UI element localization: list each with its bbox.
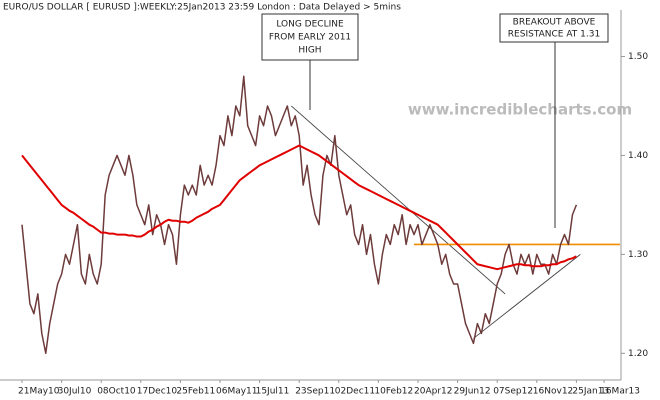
- y-tick-label: 1.40: [628, 151, 648, 161]
- watermark: www.incrediblecharts.com: [408, 101, 632, 119]
- x-tick-label: 06May11: [216, 387, 258, 397]
- x-tick-label: 25Feb11: [176, 387, 215, 397]
- x-tick-label: 10Feb12: [374, 387, 413, 397]
- x-tick-label: 25Jan13: [572, 387, 609, 397]
- annotation-text: FROM EARLY 2011: [269, 33, 351, 43]
- y-tick-label: 1.30: [628, 250, 648, 260]
- annotation-text: BREAKOUT ABOVE: [513, 18, 596, 28]
- x-tick-label: 07Sep12: [493, 387, 533, 397]
- x-tick-label: 15Jul11: [256, 387, 290, 397]
- annotation-text: LONG DECLINE: [276, 20, 344, 30]
- x-tick-label: 08Oct10: [97, 387, 136, 397]
- x-tick-label: 30Jul10: [58, 387, 92, 397]
- x-tick-label: 16Mar13: [600, 387, 640, 397]
- x-tick-label: 17Dec10: [137, 387, 178, 397]
- trendline: [290, 105, 506, 295]
- annotation-text: RESISTANCE AT 1.31: [508, 30, 600, 40]
- x-tick-label: 21May10: [18, 387, 60, 397]
- x-tick-label: 29Jun12: [454, 387, 491, 397]
- annotation-box: [499, 13, 609, 43]
- x-tick-label: 23Sep11: [295, 387, 335, 397]
- price-line: [21, 75, 578, 355]
- x-tick-label: 20Apr12: [414, 387, 452, 397]
- x-tick-label: 02Dec11: [335, 387, 375, 397]
- y-tick-label: 1.50: [628, 52, 648, 62]
- annotation-box: [261, 13, 359, 61]
- annotation-text: HIGH: [298, 46, 321, 56]
- chart-title: EURO/US DOLLAR [ EURUSD ]:WEEKLY:25Jan20…: [3, 3, 401, 13]
- x-tick-label: 16Nov12: [533, 387, 573, 397]
- trendline: [473, 253, 581, 339]
- y-tick-label: 1.20: [628, 349, 648, 359]
- moving-average-line: [21, 144, 577, 271]
